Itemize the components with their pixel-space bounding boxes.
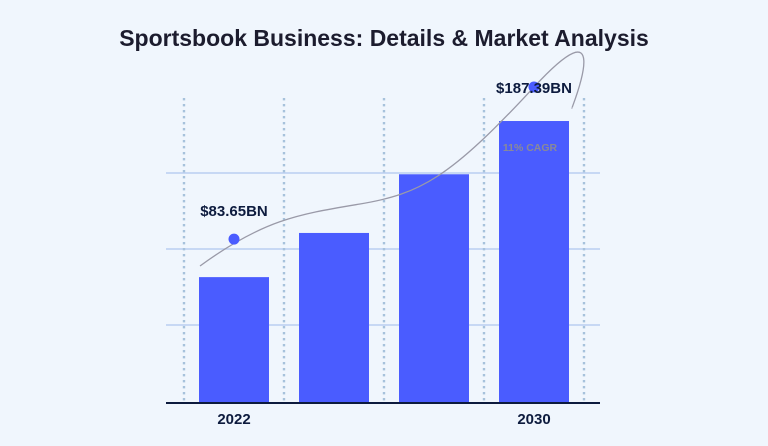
trend-line [199,51,585,267]
bar-2 [299,232,369,403]
cagr-annotation: 11% CAGR [503,142,558,154]
bars [199,121,569,403]
trend-end-label: $187.39BN [496,80,572,97]
labels: $83.65BN $187.39BN 11% CAGR [200,80,572,220]
bar-4 [499,121,569,403]
trend [199,51,585,267]
axis: 2022 2030 [166,402,600,428]
bar-3 [399,174,469,403]
x-tick-label-2022: 2022 [217,411,250,428]
x-tick-label-2030: 2030 [517,411,550,428]
vertical-gridlines [182,98,586,403]
bar-1 [199,277,269,403]
trend-marker-end [528,81,540,93]
trend-start-label: $83.65BN [200,203,268,220]
trend-marker-start [228,233,240,245]
chart-title: Sportsbook Business: Details & Market An… [119,25,649,51]
